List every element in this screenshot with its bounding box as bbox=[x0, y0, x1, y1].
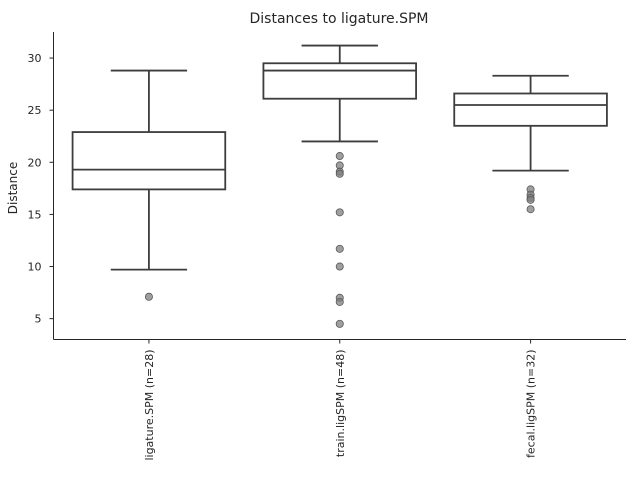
y-tick-label: 10 bbox=[28, 261, 42, 274]
outlier-point bbox=[335, 297, 344, 306]
outlier-point bbox=[335, 262, 344, 271]
outlier-point bbox=[335, 169, 344, 178]
x-tick-label: fecal.ligSPM (n=32) bbox=[525, 350, 538, 458]
x-tick-label: ligature.SPM (n=28) bbox=[143, 350, 156, 461]
box-iqr bbox=[262, 62, 417, 100]
outlier-point bbox=[335, 244, 344, 253]
y-tick-label: 30 bbox=[28, 52, 42, 65]
box-iqr bbox=[71, 131, 227, 191]
outlier-point bbox=[526, 205, 535, 214]
outlier-point bbox=[526, 195, 535, 204]
box-iqr bbox=[453, 92, 608, 127]
outlier-point bbox=[335, 319, 344, 328]
y-tick-label: 20 bbox=[28, 156, 42, 169]
outlier-point bbox=[335, 152, 344, 161]
y-tick-label: 5 bbox=[35, 313, 42, 326]
y-axis-label: Distance bbox=[6, 162, 20, 214]
y-tick-label: 15 bbox=[28, 208, 42, 221]
y-tick-label: 25 bbox=[28, 104, 42, 117]
x-tick-label: train.ligSPM (n=48) bbox=[334, 350, 347, 458]
outlier-point bbox=[144, 292, 153, 301]
outlier-point bbox=[335, 208, 344, 217]
chart-title: Distances to ligature.SPM bbox=[250, 11, 429, 27]
